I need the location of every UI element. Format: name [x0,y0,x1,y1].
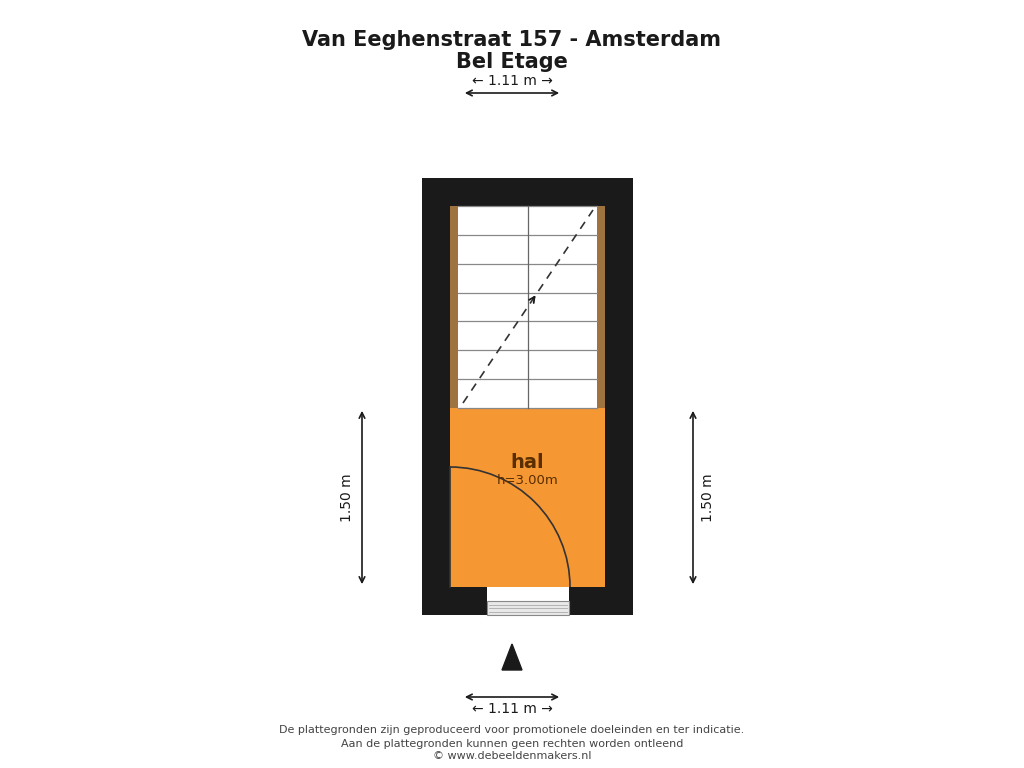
Polygon shape [502,644,522,670]
Text: Aan de plattegronden kunnen geen rechten worden ontleend: Aan de plattegronden kunnen geen rechten… [341,739,683,749]
Text: 1.50 m: 1.50 m [701,473,715,521]
Bar [450,206,458,408]
Bar [450,408,605,587]
Bar [486,587,568,615]
Text: De plattegronden zijn geproduceerd voor promotionele doeleinden en ter indicatie: De plattegronden zijn geproduceerd voor … [280,725,744,735]
Text: hal: hal [511,453,545,472]
Bar [486,601,568,615]
Text: Van Eeghenstraat 157 - Amsterdam: Van Eeghenstraat 157 - Amsterdam [302,30,722,50]
Bar [450,206,605,587]
Text: Bel Etage: Bel Etage [456,52,568,72]
Bar [597,206,605,408]
Text: ← 1.11 m →: ← 1.11 m → [472,702,552,716]
Text: h=3.00m: h=3.00m [497,474,558,487]
Text: 1.50 m: 1.50 m [340,473,354,521]
Bar [422,178,633,615]
Text: ← 1.11 m →: ← 1.11 m → [472,74,552,88]
Text: © www.debeeldenmakers.nl: © www.debeeldenmakers.nl [433,751,591,761]
